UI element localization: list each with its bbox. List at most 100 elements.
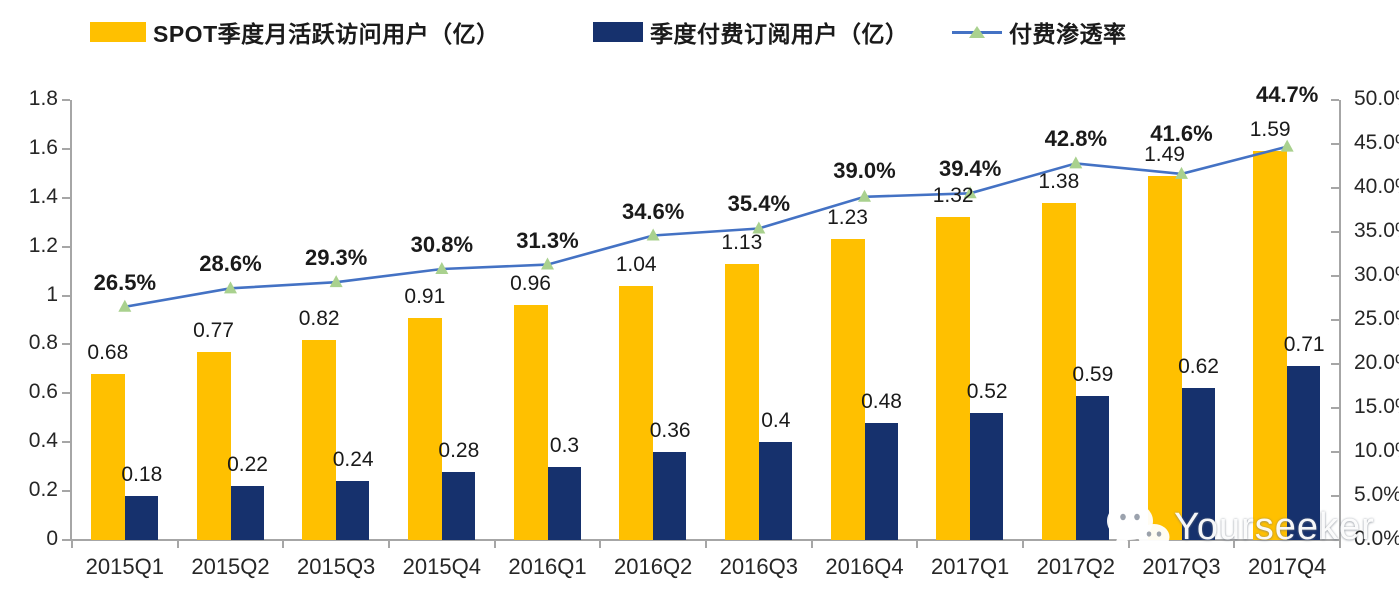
x-axis-category-label: 2016Q4 (825, 554, 904, 579)
penetration-legend-label: 付费渗透率 (1009, 21, 1127, 47)
x-axis-category-label: 2015Q2 (191, 554, 270, 579)
x-axis-category-label: 2016Q3 (719, 554, 798, 579)
right-axis-tick (1331, 275, 1339, 277)
right-axis-tick (1331, 187, 1339, 189)
right-axis-tick (1331, 231, 1339, 233)
x-axis-tick (599, 540, 602, 548)
x-axis-category-label: 2015Q1 (85, 554, 164, 579)
subscriber-value-label: 0.4 (761, 409, 791, 433)
x-axis-tick (282, 540, 285, 548)
left-axis-tick (62, 196, 70, 199)
left-axis-tick-label: 0 (46, 527, 58, 550)
mau-value-label: 1.49 (1144, 142, 1185, 166)
left-axis-tick (62, 441, 70, 444)
penetration-value-label: 34.6% (621, 198, 685, 224)
right-axis-tick (1331, 99, 1339, 101)
left-axis-tick-label: 1.8 (28, 87, 58, 110)
right-axis-tick-label: 50.0% (1354, 87, 1399, 110)
right-axis-line (1339, 100, 1341, 540)
mau-value-label: 0.82 (298, 306, 340, 330)
penetration-value-label: 26.5% (93, 269, 157, 295)
mau-bar (513, 305, 548, 540)
penetration-value-label: 29.3% (304, 245, 368, 271)
subscriber-value-label: 0.48 (861, 389, 902, 413)
wechat-chat-bubbles-icon (1107, 502, 1170, 554)
penetration-point-marker (1069, 156, 1083, 169)
left-axis-tick (62, 539, 70, 541)
left-axis-tick-label: 1.6 (28, 135, 58, 159)
subscriber-bar (1075, 395, 1109, 540)
right-axis-tick (1331, 407, 1339, 409)
subscriber-bar (230, 486, 264, 540)
right-axis-tick (1331, 539, 1339, 541)
subscriber-value-label: 0.3 (549, 433, 580, 457)
left-axis-tick (62, 245, 70, 248)
left-axis-tick-label: 0.2 (28, 478, 58, 502)
right-axis-tick (1331, 143, 1339, 145)
x-axis-tick (916, 540, 919, 548)
subscriber-bar (441, 471, 475, 540)
left-axis-tick (62, 490, 70, 493)
left-axis-tick (62, 99, 70, 101)
penetration-value-label: 41.6% (1150, 120, 1213, 146)
left-axis-tick-label: 1.4 (28, 184, 58, 208)
right-axis-tick-label: 10.0% (1354, 439, 1399, 462)
right-axis-tick-label: 15.0% (1354, 395, 1399, 418)
penetration-line (124, 145, 1288, 309)
x-axis-category-label: 2015Q4 (402, 554, 481, 579)
right-axis-tick (1331, 319, 1339, 321)
mau-bar (936, 217, 971, 540)
subscriber-value-label: 0.28 (438, 438, 480, 462)
right-axis-tick-label: 25.0% (1354, 307, 1399, 330)
x-axis-tick (1339, 540, 1341, 548)
mau-value-label: 0.77 (193, 318, 234, 342)
subscriber-bar (1287, 366, 1321, 540)
subscriber-value-label: 0.24 (332, 448, 374, 472)
subscriber-value-label: 0.71 (1283, 333, 1325, 357)
subscriber-value-label: 0.62 (1178, 355, 1219, 379)
penetration-point-marker (224, 281, 237, 294)
right-axis-tick-label: 40.0% (1354, 175, 1399, 198)
triangle-marker-icon (969, 26, 985, 38)
mau-bar (724, 263, 759, 540)
legend-item-subscribers: 季度付费订阅用户（亿） (593, 18, 909, 47)
x-axis-tick (71, 540, 73, 548)
subscriber-value-label: 0.18 (121, 463, 163, 486)
mau-bar (407, 317, 442, 540)
x-axis-tick (493, 540, 496, 548)
subscriber-value-label: 0.22 (227, 453, 268, 477)
mau-value-label: 0.68 (87, 340, 129, 364)
right-axis-tick (1331, 495, 1339, 497)
subscribers-legend-label: 季度付费订阅用户（亿） (650, 21, 909, 47)
penetration-value-label: 39.0% (833, 157, 896, 183)
right-axis-tick (1331, 363, 1339, 365)
penetration-value-label: 42.8% (1044, 126, 1108, 152)
mau-legend-label: SPOT季度月活跃访问用户（亿） (153, 21, 500, 47)
left-axis-tick (62, 343, 70, 346)
mau-value-label: 1.32 (932, 184, 974, 208)
watermark-text: Yourseeker (1174, 505, 1375, 548)
penetration-point-marker (118, 299, 132, 312)
left-axis-tick (62, 147, 70, 150)
subscribers-legend-swatch (593, 22, 643, 42)
x-axis-tick (388, 540, 390, 548)
legend-item-penetration: 付费渗透率 (952, 18, 1127, 47)
right-axis-tick-label: 35.0% (1354, 219, 1399, 242)
right-axis-tick-label: 45.0% (1354, 131, 1399, 154)
subscriber-bar (124, 496, 158, 540)
x-axis-category-label: 2017Q4 (1248, 554, 1327, 579)
mau-value-label: 0.96 (510, 272, 551, 296)
penetration-point-marker (646, 228, 660, 241)
x-axis-tick (1233, 540, 1236, 548)
x-axis-tick (176, 540, 179, 548)
left-axis-tick-label: 0.4 (28, 429, 58, 453)
mau-value-label: 1.59 (1249, 118, 1291, 142)
mau-value-label: 1.38 (1038, 169, 1080, 193)
penetration-value-label: 31.3% (516, 227, 579, 253)
subscriber-bar (758, 442, 792, 540)
x-axis-tick (1022, 540, 1024, 548)
penetration-point-marker (435, 261, 449, 274)
mau-value-label: 1.13 (721, 230, 763, 254)
x-axis-tick (810, 540, 813, 548)
